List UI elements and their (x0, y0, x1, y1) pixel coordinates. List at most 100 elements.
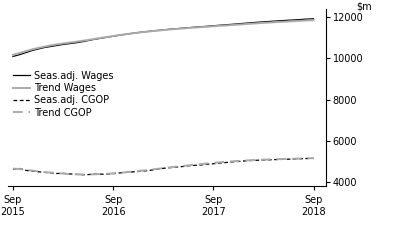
Seas.adj. Wages (136, 31, 141, 34)
Seas.adj. CGOP (205, 163, 210, 166)
Seas.adj. CGOP (198, 164, 203, 166)
Seas.adj. CGOP (129, 170, 134, 173)
Seas.adj. Wages (29, 49, 34, 52)
Seas.adj. CGOP (305, 157, 310, 160)
Seas.adj. Wages (67, 42, 72, 45)
Trend CGOP (230, 160, 235, 163)
Seas.adj. Wages (186, 26, 191, 29)
Trend Wages (261, 22, 266, 24)
Seas.adj. Wages (255, 21, 260, 24)
Seas.adj. CGOP (236, 160, 241, 163)
Trend CGOP (67, 173, 72, 175)
Trend CGOP (92, 173, 97, 176)
Seas.adj. Wages (104, 36, 109, 39)
Trend Wages (186, 27, 191, 30)
Seas.adj. CGOP (211, 162, 216, 165)
Trend CGOP (42, 171, 46, 173)
Trend Wages (255, 22, 260, 25)
Trend Wages (17, 52, 21, 54)
Seas.adj. CGOP (161, 167, 166, 170)
Trend Wages (230, 24, 235, 26)
Seas.adj. Wages (299, 18, 303, 21)
Trend Wages (167, 28, 172, 31)
Trend CGOP (236, 160, 241, 162)
Seas.adj. Wages (17, 53, 21, 56)
Trend Wages (104, 36, 109, 38)
Trend CGOP (79, 173, 84, 176)
Seas.adj. Wages (98, 37, 103, 40)
Seas.adj. CGOP (249, 159, 253, 162)
Seas.adj. Wages (198, 25, 203, 28)
Seas.adj. CGOP (224, 161, 228, 164)
Seas.adj. Wages (111, 35, 116, 38)
Seas.adj. Wages (86, 39, 91, 42)
Trend CGOP (211, 162, 216, 164)
Seas.adj. CGOP (104, 173, 109, 176)
Seas.adj. CGOP (73, 173, 78, 176)
Trend CGOP (86, 173, 91, 176)
Trend CGOP (11, 167, 15, 170)
Seas.adj. CGOP (148, 169, 153, 172)
Trend CGOP (73, 173, 78, 176)
Trend CGOP (217, 161, 222, 164)
Trend Wages (292, 20, 297, 22)
Trend Wages (267, 21, 272, 24)
Trend Wages (136, 31, 141, 34)
Seas.adj. CGOP (61, 172, 66, 175)
Seas.adj. CGOP (255, 159, 260, 162)
Trend CGOP (173, 165, 178, 168)
Seas.adj. Wages (129, 32, 134, 35)
Trend CGOP (167, 166, 172, 169)
Seas.adj. Wages (123, 33, 128, 36)
Trend Wages (54, 43, 59, 46)
Trend Wages (123, 33, 128, 36)
Seas.adj. CGOP (11, 168, 15, 171)
Trend CGOP (192, 163, 197, 166)
Trend CGOP (129, 170, 134, 173)
Seas.adj. CGOP (42, 171, 46, 174)
Trend CGOP (311, 157, 316, 160)
Trend Wages (305, 19, 310, 22)
Seas.adj. Wages (173, 27, 178, 30)
Seas.adj. CGOP (54, 172, 59, 175)
Line: Seas.adj. Wages: Seas.adj. Wages (13, 19, 314, 57)
Seas.adj. CGOP (280, 158, 285, 161)
Trend CGOP (267, 158, 272, 161)
Seas.adj. Wages (224, 23, 228, 26)
Seas.adj. CGOP (242, 160, 247, 162)
Seas.adj. CGOP (117, 172, 122, 174)
Trend CGOP (280, 158, 285, 160)
Seas.adj. Wages (154, 29, 159, 32)
Trend Wages (249, 22, 253, 25)
Trend CGOP (17, 168, 21, 170)
Seas.adj. CGOP (274, 158, 278, 161)
Trend Wages (73, 40, 78, 43)
Trend CGOP (255, 158, 260, 161)
Trend Wages (154, 29, 159, 32)
Trend Wages (274, 21, 278, 24)
Seas.adj. CGOP (36, 170, 40, 173)
Seas.adj. CGOP (48, 172, 53, 174)
Seas.adj. Wages (117, 34, 122, 37)
Trend CGOP (123, 171, 128, 174)
Trend Wages (117, 34, 122, 37)
Trend Wages (48, 44, 53, 47)
Seas.adj. Wages (79, 40, 84, 43)
Trend Wages (192, 26, 197, 29)
Trend CGOP (36, 170, 40, 173)
Seas.adj. CGOP (167, 166, 172, 169)
Trend Wages (280, 20, 285, 23)
Trend Wages (198, 26, 203, 29)
Trend CGOP (286, 158, 291, 160)
Seas.adj. Wages (36, 48, 40, 50)
Seas.adj. Wages (142, 30, 147, 33)
Seas.adj. CGOP (179, 165, 184, 168)
Trend CGOP (274, 158, 278, 160)
Trend Wages (148, 30, 153, 33)
Trend Wages (211, 25, 216, 28)
Trend Wages (67, 41, 72, 44)
Seas.adj. Wages (267, 20, 272, 23)
Seas.adj. Wages (148, 30, 153, 32)
Seas.adj. Wages (280, 19, 285, 22)
Trend CGOP (117, 172, 122, 174)
